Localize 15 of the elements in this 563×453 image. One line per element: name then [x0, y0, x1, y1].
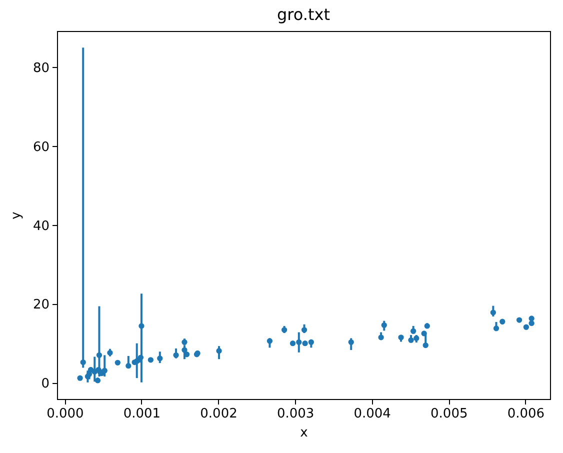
x-tick-label: 0.005: [430, 406, 468, 422]
y-tick-label: 20: [32, 298, 50, 313]
y-tick-label: 60: [32, 140, 50, 155]
x-axis-title: x: [300, 426, 308, 440]
x-tick-label: 0.002: [200, 406, 238, 422]
x-tick-label: 0.000: [46, 406, 84, 422]
x-tick-label: 0.001: [123, 406, 161, 422]
x-tick-label: 0.003: [276, 406, 314, 422]
y-axis-title: y: [8, 211, 24, 220]
y-tick-label: 0: [41, 376, 50, 392]
x-tick-label: 0.004: [354, 406, 391, 422]
chart-title: gro.txt: [277, 5, 330, 24]
y-tick-label: 80: [32, 60, 50, 76]
x-tick-label: 0.006: [507, 406, 545, 422]
y-tick-label: 40: [32, 218, 50, 234]
